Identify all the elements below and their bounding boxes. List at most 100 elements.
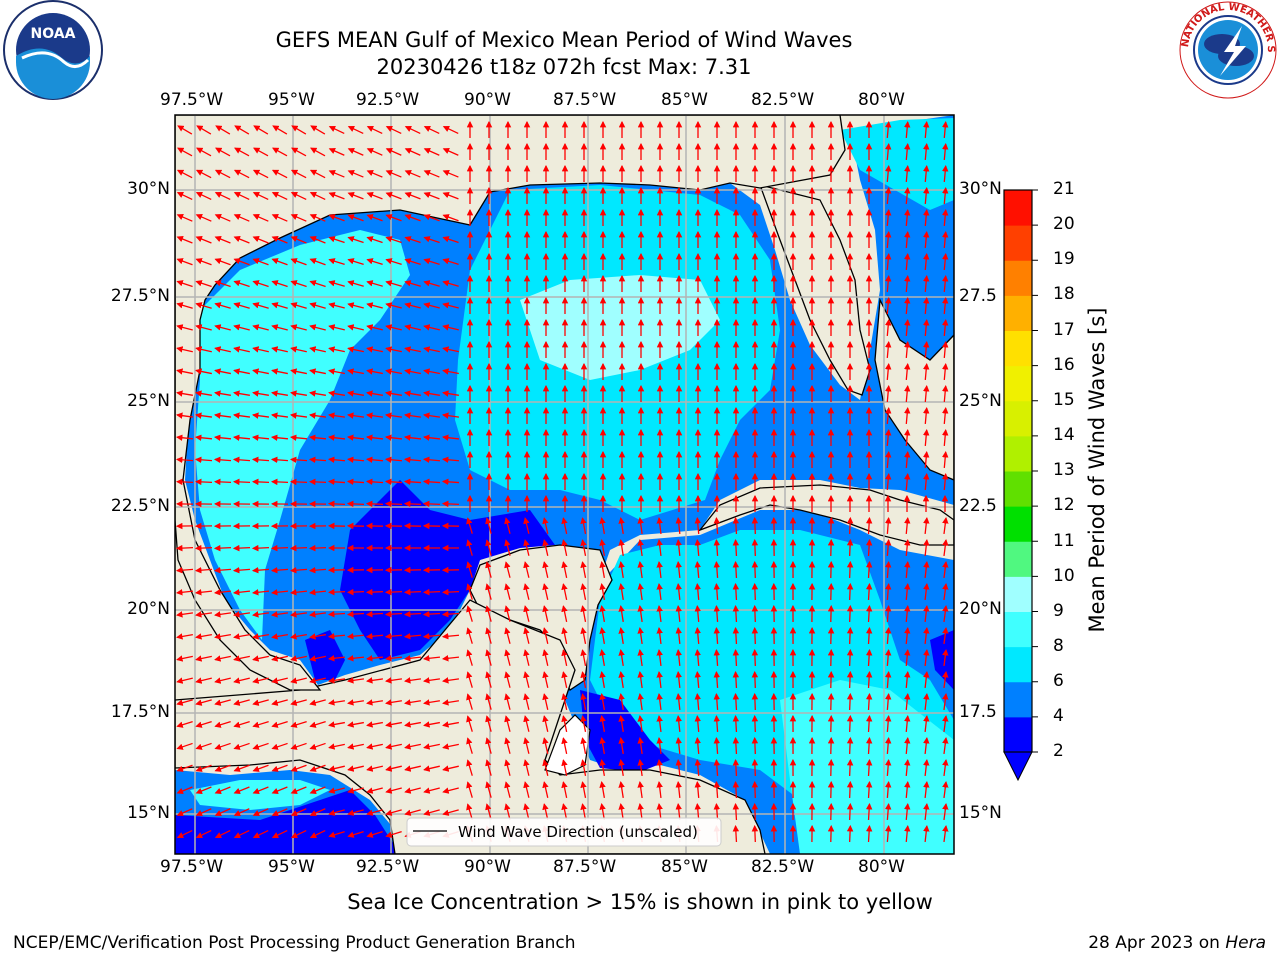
wave-direction-arrow xyxy=(328,677,346,684)
wave-direction-arrow xyxy=(466,759,473,776)
wave-direction-arrow xyxy=(561,627,568,644)
wave-direction-arrow xyxy=(903,296,911,315)
colorbar-tick-label: 17 xyxy=(1053,320,1075,340)
noaa-text: NOAA xyxy=(31,26,76,42)
wave-direction-arrow xyxy=(289,544,308,552)
wave-direction-arrow xyxy=(732,560,740,579)
wave-direction-arrow xyxy=(309,324,326,331)
wave-direction-arrow xyxy=(922,362,930,381)
wave-direction-arrow xyxy=(751,824,759,843)
wave-direction-arrow xyxy=(580,583,587,600)
wave-direction-arrow xyxy=(442,147,459,156)
wave-direction-arrow xyxy=(846,582,854,601)
wave-direction-arrow xyxy=(366,765,383,772)
wave-direction-arrow xyxy=(347,412,365,419)
wave-direction-arrow xyxy=(941,142,949,161)
wave-direction-arrow xyxy=(941,406,949,425)
wave-direction-arrow xyxy=(422,655,441,662)
wave-direction-arrow xyxy=(442,368,459,375)
wave-direction-arrow xyxy=(271,169,288,179)
wave-direction-arrow xyxy=(599,605,606,622)
footer-branch: NCEP/EMC/Verification Post Processing Pr… xyxy=(13,933,576,953)
wave-direction-arrow xyxy=(309,368,326,375)
wave-direction-arrow xyxy=(366,214,383,222)
wave-direction-arrow xyxy=(485,517,492,534)
wave-direction-arrow xyxy=(941,296,949,315)
wave-direction-arrow xyxy=(884,252,892,271)
wave-direction-arrow xyxy=(385,280,402,287)
wave-direction-arrow xyxy=(309,280,326,288)
wave-direction-arrow xyxy=(385,346,402,353)
wave-direction-arrow xyxy=(637,561,644,579)
wave-direction-arrow xyxy=(365,588,384,596)
wave-direction-arrow xyxy=(618,715,625,733)
wave-direction-arrow xyxy=(385,677,403,684)
wave-direction-arrow xyxy=(713,670,721,689)
wave-direction-arrow xyxy=(442,699,460,706)
wave-direction-arrow xyxy=(271,280,288,288)
wave-direction-arrow xyxy=(176,786,193,794)
wave-direction-arrow xyxy=(504,803,511,820)
colorbar-label: Mean Period of Wind Waves [s] xyxy=(1085,307,1109,633)
wave-direction-arrow xyxy=(442,765,459,772)
wave-direction-arrow xyxy=(884,758,892,777)
wave-direction-arrow xyxy=(485,583,492,600)
wave-direction-arrow xyxy=(404,412,422,419)
wave-direction-arrow xyxy=(214,191,231,201)
wave-direction-arrow xyxy=(675,802,682,821)
wave-direction-arrow xyxy=(384,456,403,463)
wave-direction-arrow xyxy=(903,142,911,161)
wave-direction-arrow xyxy=(884,824,892,843)
map-frame xyxy=(174,114,955,855)
wave-direction-arrow xyxy=(656,670,663,689)
wave-direction-arrow xyxy=(599,715,606,732)
wave-direction-arrow xyxy=(176,169,193,179)
wave-direction-arrow xyxy=(385,721,402,728)
wave-direction-arrow xyxy=(214,236,231,244)
wave-direction-arrow xyxy=(327,478,346,486)
wave-direction-arrow xyxy=(214,346,231,353)
wave-direction-arrow xyxy=(385,809,402,816)
wave-direction-arrow xyxy=(884,648,892,667)
wave-direction-arrow xyxy=(347,147,364,156)
wave-direction-arrow xyxy=(884,604,892,623)
wave-direction-arrow xyxy=(923,780,930,799)
wave-direction-arrow xyxy=(327,500,346,508)
wave-direction-arrow xyxy=(194,412,213,419)
wave-direction-arrow xyxy=(694,736,702,755)
wave-direction-arrow xyxy=(365,500,384,508)
colorbar-tick-label: 8 xyxy=(1053,636,1064,656)
wave-direction-arrow xyxy=(328,192,345,200)
wave-direction-arrow xyxy=(252,677,269,684)
wave-direction-arrow xyxy=(328,302,345,309)
wave-direction-arrow xyxy=(195,764,212,772)
wave-direction-arrow xyxy=(466,781,473,798)
lon-label-bottom: 82.5°W xyxy=(751,857,815,877)
wave-direction-arrow xyxy=(347,302,364,309)
wave-direction-arrow xyxy=(423,346,440,353)
wave-direction-arrow xyxy=(523,781,530,798)
wave-direction-arrow xyxy=(290,236,307,244)
wave-direction-arrow xyxy=(252,324,269,331)
wave-direction-arrow xyxy=(523,759,530,776)
wave-direction-arrow xyxy=(233,677,250,684)
wave-direction-arrow xyxy=(194,589,213,596)
wave-direction-arrow xyxy=(328,699,346,706)
wave-direction-arrow xyxy=(214,390,231,397)
lon-label-bottom: 92.5°W xyxy=(356,857,420,877)
wave-direction-arrow xyxy=(177,147,193,157)
wave-direction-arrow xyxy=(328,831,345,838)
wave-direction-arrow xyxy=(176,324,193,331)
lon-label-top: 85°W xyxy=(661,90,708,110)
wave-direction-arrow xyxy=(346,500,365,508)
wave-direction-arrow xyxy=(922,428,930,447)
wave-direction-arrow xyxy=(214,829,231,839)
wave-direction-arrow xyxy=(346,478,365,486)
wave-direction-arrow xyxy=(466,561,473,578)
wave-direction-arrow xyxy=(904,780,911,799)
wave-direction-arrow xyxy=(233,169,250,179)
wave-direction-arrow xyxy=(865,516,873,535)
wave-direction-arrow xyxy=(922,142,930,161)
wave-direction-arrow xyxy=(904,560,911,579)
